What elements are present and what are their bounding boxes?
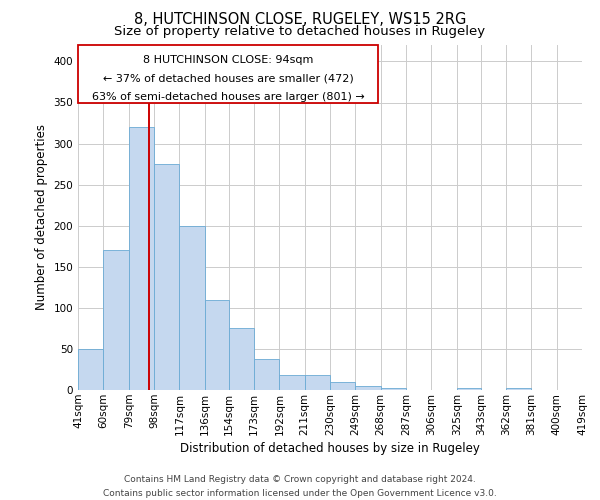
Text: 63% of semi-detached houses are larger (801) →: 63% of semi-detached houses are larger (… (92, 92, 364, 102)
Bar (305, 375, 330, 390)
Bar (179, 226, 205, 390)
Bar (103, 250, 128, 390)
Bar (78, 349, 103, 390)
Text: Contains HM Land Registry data © Crown copyright and database right 2024.
Contai: Contains HM Land Registry data © Crown c… (103, 476, 497, 498)
Text: 8 HUTCHINSON CLOSE: 94sqm: 8 HUTCHINSON CLOSE: 94sqm (143, 56, 313, 66)
Bar (330, 382, 355, 390)
Bar (380, 388, 406, 390)
Bar (280, 375, 305, 390)
Text: ← 37% of detached houses are smaller (472): ← 37% of detached houses are smaller (47… (103, 74, 353, 84)
Bar (457, 388, 481, 390)
FancyBboxPatch shape (78, 45, 378, 102)
Bar (254, 359, 280, 390)
Bar (506, 388, 532, 390)
Bar (205, 300, 229, 390)
Bar (154, 164, 179, 390)
Bar (229, 328, 254, 390)
Text: 8, HUTCHINSON CLOSE, RUGELEY, WS15 2RG: 8, HUTCHINSON CLOSE, RUGELEY, WS15 2RG (134, 12, 466, 28)
Bar (355, 386, 380, 390)
X-axis label: Distribution of detached houses by size in Rugeley: Distribution of detached houses by size … (180, 442, 480, 455)
Text: Size of property relative to detached houses in Rugeley: Size of property relative to detached ho… (115, 25, 485, 38)
Bar (128, 127, 154, 390)
Y-axis label: Number of detached properties: Number of detached properties (35, 124, 48, 310)
